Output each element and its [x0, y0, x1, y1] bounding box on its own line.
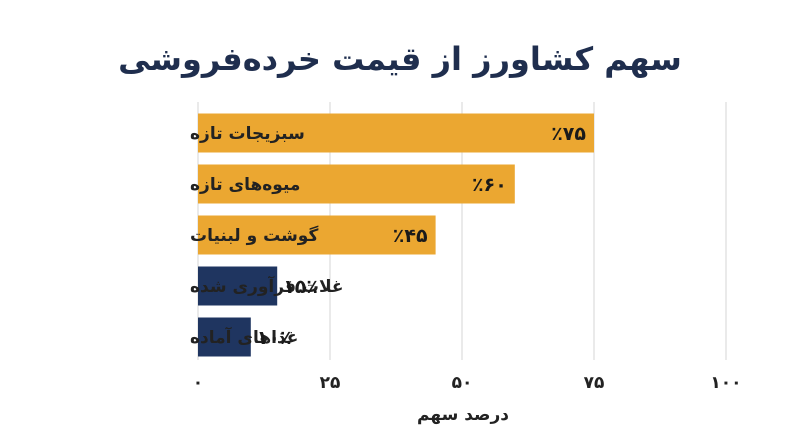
x-axis-title: درصد سهم: [417, 405, 509, 425]
bar-2: [198, 215, 436, 255]
category-label-0: سبزیجات تازه: [190, 124, 305, 144]
category-label-1: میوه‌های تازه: [190, 175, 300, 195]
category-label-2: گوشت و لبنیات: [190, 225, 318, 246]
bar-1: [198, 164, 515, 204]
x-tick-label-0: ۰: [193, 373, 203, 393]
value-label-1: ٪۶۰: [472, 174, 507, 196]
value-label-0: ٪۷۵: [551, 123, 586, 145]
x-tick-label-1: ۲۵: [320, 373, 341, 393]
category-label-4: غذاهای آماده: [190, 326, 298, 348]
category-labels: سبزیجات تازه میوه‌های تازه گوشت و لبنیات غل…: [190, 124, 343, 348]
bar-4: [198, 317, 251, 357]
bars: [198, 113, 594, 357]
bar-3: [198, 266, 278, 306]
x-tick-label-4: ۱۰۰: [710, 373, 741, 393]
bar-0: [198, 113, 594, 153]
value-labels: ٪۷۵ ٪۶۰ ٪۴۵ ۱۵٪ ۱۰٪: [257, 123, 587, 349]
category-label-3: غلات فرآوری شده: [190, 275, 343, 297]
value-label-4: ۱۰٪: [257, 327, 292, 349]
value-label-2: ٪۴۵: [393, 225, 428, 247]
x-tick-label-2: ۵۰: [452, 373, 473, 393]
x-tick-label-3: ۷۵: [584, 373, 605, 393]
value-label-3: ۱۵٪: [283, 276, 318, 298]
x-tick-labels: ۰ ۲۵ ۵۰ ۷۵ ۱۰۰: [193, 373, 742, 393]
chart-title: سهم کشاورز از قیمت خرده‌فروشی: [118, 40, 682, 78]
